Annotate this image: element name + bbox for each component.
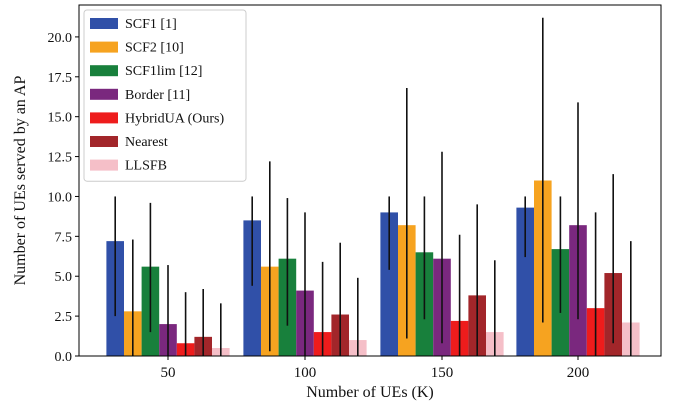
legend-label: HybridUA (Ours) [125, 111, 224, 126]
y-tick-label: 5.0 [55, 270, 73, 285]
legend-label: LLSFB [125, 159, 167, 174]
legend-swatch [90, 18, 118, 29]
y-axis-title: Number of UEs served by an AP [12, 76, 29, 286]
y-tick-label: 10.0 [48, 190, 73, 205]
y-tick-label: 15.0 [48, 111, 73, 126]
legend-box [83, 9, 247, 182]
legend-label: SCF1lim [12] [125, 64, 202, 79]
legend-label: SCF2 [10] [125, 41, 184, 56]
x-axis-ticks: 50 100 150 200 [161, 356, 590, 381]
y-tick-label: 17.5 [48, 71, 73, 86]
x-tick-label: 50 [161, 365, 176, 381]
plot-frame [78, 4, 662, 357]
x-tick-label: 150 [431, 365, 454, 381]
legend-label: Border [11] [125, 88, 190, 103]
bar [380, 212, 398, 356]
error-bars-layer [114, 17, 632, 356]
y-tick-label: 2.5 [55, 310, 73, 325]
y-tick-label: 7.5 [55, 230, 73, 245]
legend-swatch [90, 159, 118, 171]
y-tick-label: 20.0 [48, 31, 73, 46]
legend-swatch [90, 41, 118, 53]
legend-swatch [90, 88, 118, 100]
legend-swatch [90, 65, 118, 77]
legend-label: Nearest [125, 135, 168, 150]
y-tick-label: 12.5 [48, 151, 73, 166]
x-tick-label: 100 [294, 365, 317, 381]
legend-swatch [90, 112, 118, 124]
y-tick-label: 0.0 [55, 350, 73, 365]
y-axis-ticks: 0.0 2.5 5.0 7.5 10.0 12.5 15.0 17.5 20.0 [48, 31, 79, 365]
legend-label: SCF1 [1] [125, 17, 177, 32]
legend: SCF1 [1] SCF2 [10] SCF1lim [12] Border [11]… [83, 9, 247, 182]
x-axis-title: Number of UEs (K) [306, 384, 434, 401]
bar [243, 220, 261, 356]
bar [516, 207, 534, 356]
x-tick-label: 200 [567, 365, 590, 381]
legend-swatch [90, 136, 118, 147]
